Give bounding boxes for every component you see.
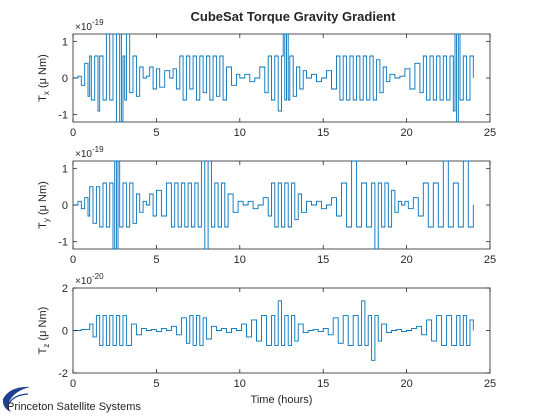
y-axis-label: Tz (μ Nm) [37,307,51,355]
figure-title: CubeSat Torque Gravity Gradient [191,9,397,24]
x-tick-label: 0 [70,378,76,390]
x-tick-label: 25 [484,378,496,390]
y-tick-label: 2 [62,283,68,295]
y-tick-label: 0 [62,200,68,212]
y-tick-label: 1 [62,163,68,175]
x-tick-label: 15 [317,254,329,266]
y-tick-label: 0 [62,326,68,338]
exponent-label: ×10-20 [75,272,104,287]
series-line [73,160,474,250]
y-tick-label: -2 [58,368,68,380]
y-tick-label: -1 [58,110,68,122]
series-line [73,33,474,123]
x-tick-label: 25 [484,127,496,139]
y-axis-label: Ty (μ Nm) [37,181,51,229]
logo-text: Princeton Satellite Systems [7,401,141,413]
y-axis-label: Tx (μ Nm) [37,54,51,102]
x-tick-label: 0 [70,127,76,139]
exponent-label: ×10-19 [75,18,104,33]
x-tick-label: 25 [484,254,496,266]
x-tick-label: 5 [153,254,159,266]
x-tick-label: 20 [400,254,412,266]
x-tick-label: 5 [153,127,159,139]
series-line [73,300,474,361]
y-tick-label: 1 [62,36,68,48]
x-tick-label: 10 [234,378,246,390]
x-tick-label: 20 [400,127,412,139]
y-tick-label: 0 [62,73,68,85]
exponent-label: ×10-19 [75,145,104,160]
x-tick-label: 10 [234,254,246,266]
logo: Princeton Satellite Systems [2,386,141,413]
x-tick-label: 5 [153,378,159,390]
x-axis-label: Time (hours) [251,394,313,406]
x-tick-label: 10 [234,127,246,139]
x-tick-label: 20 [400,378,412,390]
logo-swoosh-icon [2,386,30,412]
x-tick-label: 0 [70,254,76,266]
x-tick-label: 15 [317,378,329,390]
y-tick-label: -1 [58,237,68,249]
x-tick-label: 15 [317,127,329,139]
logo-arc-icon [8,393,29,405]
